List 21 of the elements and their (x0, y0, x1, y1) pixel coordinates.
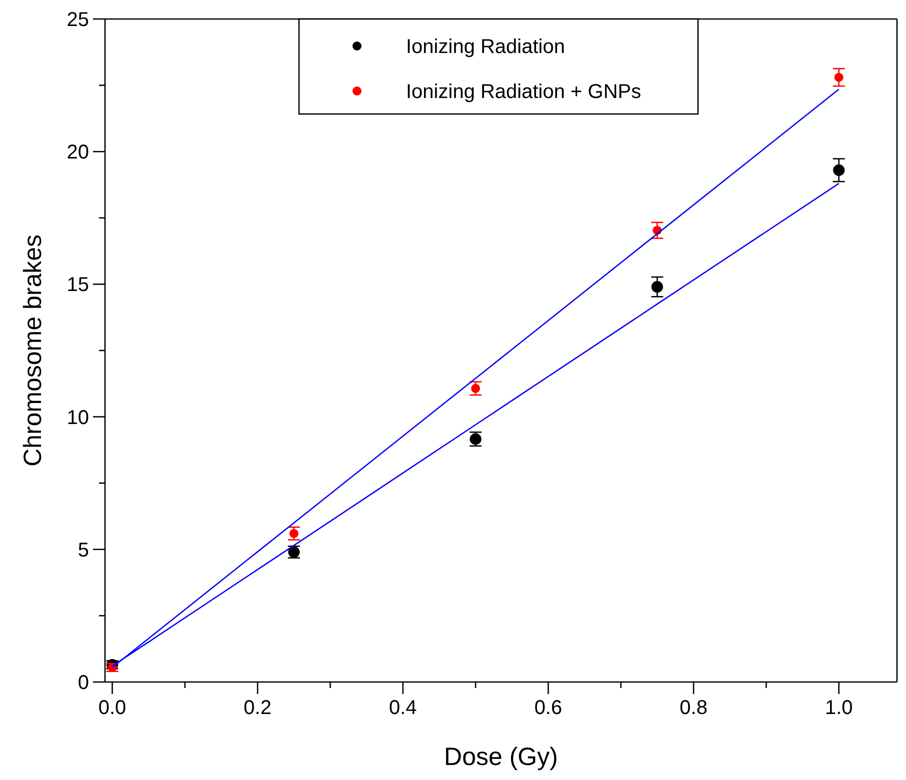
point (651, 281, 664, 293)
y-tick-label: 10 (66, 406, 89, 429)
x-tick-label: 1.0 (824, 697, 853, 719)
y-axis-title: Chromosome brakes (19, 234, 47, 467)
y-tick-label: 25 (66, 9, 89, 31)
legend-label: Ionizing Radiation + GNPs (406, 81, 642, 103)
legend-label: Ionizing Radiation (406, 36, 565, 58)
point (289, 528, 298, 538)
x-tick-label: 0.8 (680, 697, 708, 719)
y-tick-label: 15 (66, 274, 89, 296)
point (834, 72, 844, 82)
y-tick-label: 20 (66, 142, 89, 164)
y-tick-label: 0 (78, 672, 89, 694)
point (471, 384, 480, 393)
x-tick-label: 0.0 (98, 697, 126, 719)
y-tick-label: 5 (78, 539, 89, 562)
point (833, 164, 845, 176)
x-tick-label: 0.4 (389, 697, 417, 719)
x-tick-label: 0.6 (534, 697, 562, 719)
x-axis-title: Dose (Gy) (444, 743, 558, 771)
x-tick-label: 0.2 (244, 697, 272, 719)
